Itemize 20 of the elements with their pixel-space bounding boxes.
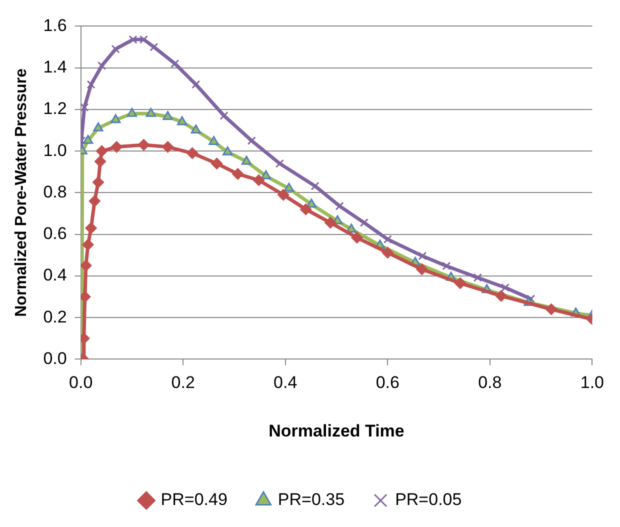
x-axis-title: Normalized Time [268,421,404,440]
y-tick-label: 1.4 [43,58,67,77]
y-tick-label: 0.2 [43,307,67,326]
x-tick-label: 0.6 [376,373,400,392]
legend-label: PR=0.05 [395,490,462,510]
legend-label: PR=0.35 [278,490,345,510]
x-tick-label: 0.2 [171,373,195,392]
x-tick-label: 0.4 [274,373,298,392]
x-tick-label: 0.8 [478,373,502,392]
y-tick-label: 0.6 [43,224,67,244]
y-tick-label: 1.6 [43,16,67,35]
legend-label: PR=0.49 [160,490,228,510]
y-tick-label: 1.2 [43,99,67,118]
x-tick-label: 0.0 [69,373,93,392]
y-tick-label: 0.0 [43,348,67,368]
x-tick-label: 1.0 [580,373,604,392]
y-tick-label: 0.8 [43,182,67,202]
y-axis-title: Normalized Pore-Water Pressure [13,68,30,317]
y-tick-label: 0.4 [43,266,67,285]
y-tick-label: 1.0 [43,140,67,160]
